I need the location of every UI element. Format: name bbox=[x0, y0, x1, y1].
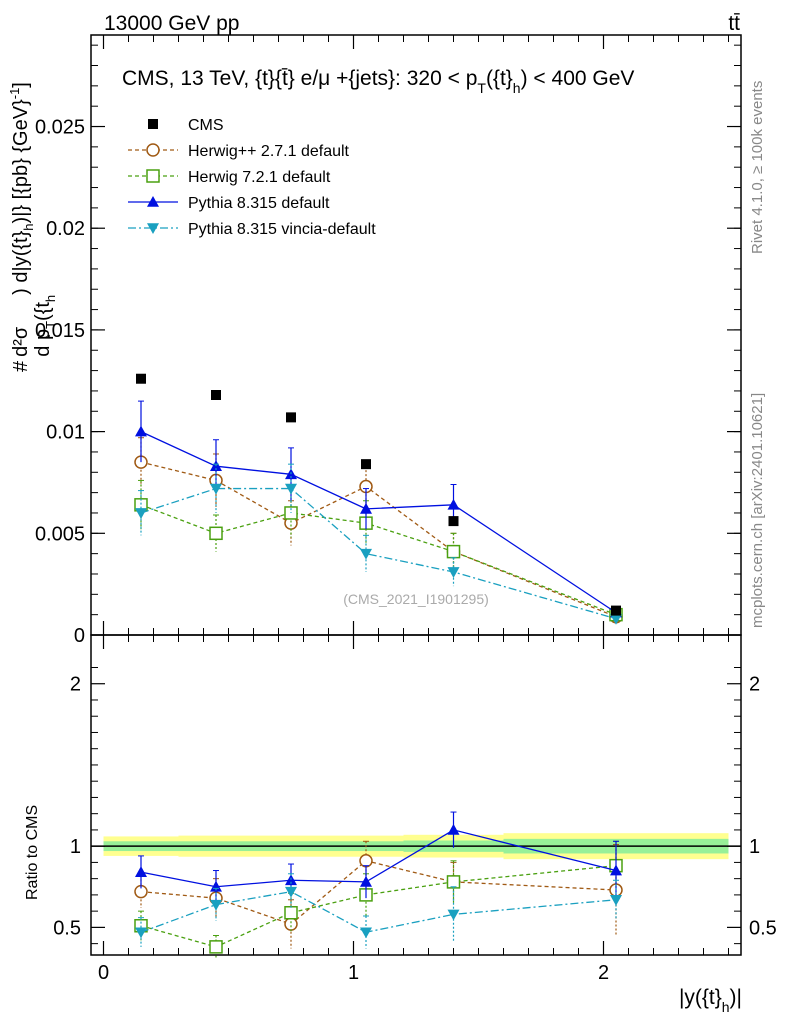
series-line bbox=[140, 461, 617, 618]
legend-marker bbox=[146, 143, 160, 157]
legend-label: CMS bbox=[188, 117, 224, 134]
cms-data-point bbox=[611, 605, 621, 616]
legend-entry: Herwig++ 2.7.1 default bbox=[128, 143, 350, 160]
plot-title: CMS, 13 TeV, {t}{t̄} e/μ +{jets}: 320 < … bbox=[122, 67, 634, 96]
ratio-point bbox=[610, 894, 622, 906]
legend: CMS Herwig++ 2.7.1 default Herwig 7.2.1 de… bbox=[128, 117, 376, 238]
series-line bbox=[140, 487, 617, 620]
cms-data-point bbox=[286, 412, 296, 423]
legend-label: Herwig++ 2.7.1 default bbox=[188, 143, 350, 160]
cms-data-point bbox=[211, 390, 221, 400]
y-tick-label: 0.025 bbox=[35, 117, 85, 139]
main-ticks: 0 0.005 0.01 0.015 0.02 0.025 bbox=[35, 35, 741, 647]
y-tick-label: 0.005 bbox=[35, 523, 85, 545]
ratio-bands bbox=[91, 833, 741, 860]
ratio-y-tick-label-right: 1 bbox=[749, 836, 760, 858]
mcplots-label: mcplots.cern.ch [arXiv:2401.10621] bbox=[749, 393, 766, 628]
cms-data-point bbox=[136, 373, 146, 384]
ratio-point bbox=[447, 823, 460, 835]
ratio-y-tick-label: 0.5 bbox=[53, 917, 81, 939]
y-tick-label: 0.02 bbox=[46, 218, 85, 240]
ratio-point bbox=[360, 927, 372, 939]
ratio-y-axis-label: Ratio to CMS bbox=[24, 805, 41, 900]
x-axis-label: |y({t}h)| bbox=[679, 986, 742, 1015]
ratio-ticks: 0 1 2 0.5 0.5 1 1 2 2 bbox=[53, 635, 777, 984]
ratio-plot-frame bbox=[90, 634, 742, 956]
ratio-point bbox=[210, 899, 222, 911]
legend-entry: Pythia 8.315 vincia-default bbox=[128, 221, 376, 238]
series-cms-data bbox=[136, 373, 621, 616]
legend-entry: Herwig 7.2.1 default bbox=[128, 169, 331, 186]
data-point bbox=[360, 502, 372, 514]
ratio-point bbox=[209, 940, 223, 954]
ratio-series-line bbox=[140, 865, 617, 948]
x-tick-label: 1 bbox=[348, 962, 359, 984]
ratio-series-line bbox=[140, 829, 617, 888]
y-axis-label: #d²σd pT({th) d|y({t}h)|} [{pb} {GeV}-1] bbox=[7, 82, 58, 372]
legend-entry: CMS bbox=[148, 117, 224, 134]
cms-data-point bbox=[448, 516, 459, 527]
series-layer bbox=[134, 373, 623, 959]
data-point bbox=[447, 567, 460, 578]
legend-label: Herwig 7.2.1 default bbox=[188, 169, 331, 186]
ratio-series-line bbox=[140, 860, 617, 925]
ratio-point bbox=[284, 906, 298, 920]
ratio-point bbox=[285, 886, 297, 898]
data-point bbox=[210, 483, 222, 495]
ratio-point bbox=[447, 909, 460, 921]
x-tick-label: 2 bbox=[598, 962, 609, 984]
data-point bbox=[135, 508, 147, 519]
ratio-y-tick-label: 1 bbox=[70, 836, 81, 858]
legend-label: Pythia 8.315 default bbox=[188, 195, 330, 212]
data-point bbox=[285, 483, 297, 495]
legend-marker bbox=[146, 169, 160, 183]
legend-label: Pythia 8.315 vincia-default bbox=[188, 221, 376, 238]
ratio-point bbox=[360, 875, 372, 887]
data-point bbox=[360, 548, 372, 560]
ratio-point bbox=[284, 917, 298, 931]
cms-data-point bbox=[361, 459, 371, 470]
series-line bbox=[140, 504, 617, 616]
ratio-point bbox=[446, 875, 461, 889]
data-point bbox=[446, 544, 461, 559]
ratio-y-tick-label: 2 bbox=[70, 674, 81, 696]
y-tick-label: 0.015 bbox=[35, 320, 85, 342]
series-pythia-8-315-default bbox=[135, 400, 622, 904]
process-label: tt̄ bbox=[728, 12, 740, 35]
y-tick-label: 0 bbox=[74, 625, 85, 647]
ratio-point bbox=[610, 864, 622, 876]
ratio-point bbox=[359, 854, 373, 868]
ratio-point bbox=[135, 927, 147, 939]
ratio-y-tick-label-right: 2 bbox=[749, 674, 760, 696]
y-tick-label: 0.01 bbox=[46, 422, 85, 444]
rivet-label: Rivet 4.1.0, ≥ 100k events bbox=[749, 81, 766, 254]
legend-marker bbox=[147, 196, 159, 207]
data-point bbox=[209, 526, 223, 541]
ratio-series-line bbox=[140, 890, 617, 933]
energy-label: 13000 GeV pp bbox=[104, 12, 239, 35]
ratio-y-tick-label-right: 0.5 bbox=[749, 917, 777, 939]
data-point bbox=[135, 425, 147, 437]
data-point bbox=[610, 613, 622, 625]
data-point bbox=[447, 498, 460, 510]
series-pythia-8-315-vincia-default bbox=[135, 463, 622, 949]
x-tick-label: 0 bbox=[98, 962, 109, 984]
legend-entry: Pythia 8.315 default bbox=[128, 195, 330, 212]
series-line bbox=[140, 431, 617, 614]
legend-marker bbox=[147, 223, 159, 234]
analysis-watermark: (CMS_2021_I1901295) bbox=[343, 591, 489, 607]
legend-marker bbox=[148, 119, 158, 129]
ratio-point bbox=[135, 866, 147, 877]
